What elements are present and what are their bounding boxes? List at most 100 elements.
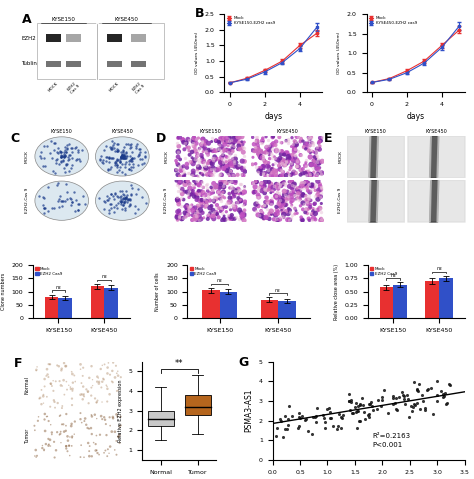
Point [100, 197, 108, 205]
Point [262, 198, 269, 206]
Point [199, 154, 206, 162]
Point [279, 196, 286, 204]
Point [64, 156, 72, 164]
Point [265, 144, 273, 152]
Point [232, 178, 240, 185]
Point [226, 158, 234, 165]
Point [95, 378, 103, 386]
Circle shape [95, 137, 149, 176]
Point [291, 205, 299, 212]
Point [216, 134, 224, 142]
Point [273, 156, 280, 163]
Point [282, 171, 290, 179]
Point [266, 182, 273, 190]
Point [114, 367, 121, 375]
Point [71, 372, 78, 379]
Point [131, 202, 139, 210]
Point [198, 137, 206, 145]
Point [99, 378, 106, 386]
Point [290, 192, 298, 199]
Point [71, 418, 79, 425]
Point [311, 181, 319, 188]
Point [292, 151, 299, 159]
Text: Tumor: Tumor [25, 428, 30, 444]
Point [89, 376, 96, 384]
Point [117, 413, 124, 421]
Point [184, 190, 192, 198]
Point [74, 206, 82, 214]
Point [193, 153, 201, 160]
Point [117, 154, 125, 161]
Point [316, 217, 324, 225]
Point [302, 159, 310, 166]
Point [80, 454, 88, 461]
Point [193, 206, 201, 214]
Point [48, 431, 55, 438]
Text: ns: ns [437, 266, 442, 271]
Point [102, 420, 109, 428]
Point [401, 400, 409, 408]
Point [120, 150, 128, 158]
Point [262, 214, 270, 221]
Point [118, 151, 126, 159]
Point [133, 140, 141, 148]
Point [84, 388, 91, 396]
Point [257, 147, 265, 155]
Point [227, 206, 234, 214]
Point [315, 159, 323, 167]
Point [43, 142, 51, 149]
Point [223, 147, 230, 155]
Point [197, 178, 205, 186]
Point [250, 188, 258, 196]
Point [279, 179, 287, 186]
Point [225, 146, 232, 154]
Point [325, 404, 333, 411]
Point [309, 141, 317, 148]
Point [212, 183, 219, 191]
Point [313, 171, 320, 178]
Point [118, 205, 126, 213]
Point [54, 144, 61, 152]
Point [419, 397, 427, 404]
Point [271, 159, 279, 167]
Point [219, 188, 227, 195]
Point [434, 391, 441, 399]
Point [227, 147, 234, 154]
Point [287, 160, 295, 167]
Point [58, 402, 66, 410]
Point [209, 148, 217, 155]
Point [61, 391, 68, 399]
Point [202, 182, 210, 189]
Point [189, 139, 197, 147]
Point [223, 167, 231, 174]
Point [302, 178, 310, 186]
Point [50, 205, 58, 212]
Point [73, 196, 80, 204]
Point [117, 422, 125, 429]
Point [186, 191, 194, 199]
Point [261, 201, 268, 208]
Point [231, 193, 238, 200]
Point [306, 170, 314, 178]
Point [202, 201, 210, 209]
Point [188, 186, 196, 194]
Point [254, 145, 262, 153]
Point [198, 165, 206, 172]
Circle shape [35, 137, 89, 176]
Point [303, 184, 311, 192]
Point [56, 430, 64, 438]
Point [188, 171, 195, 179]
Point [187, 206, 194, 214]
Point [88, 430, 96, 438]
Point [178, 190, 186, 198]
Point [313, 164, 320, 172]
Point [119, 152, 127, 160]
Point [307, 170, 314, 177]
FancyBboxPatch shape [66, 60, 81, 67]
Point [190, 135, 198, 142]
Point [404, 395, 411, 402]
Point [319, 158, 326, 165]
Point [185, 194, 193, 201]
Point [304, 134, 312, 141]
Point [237, 197, 245, 205]
